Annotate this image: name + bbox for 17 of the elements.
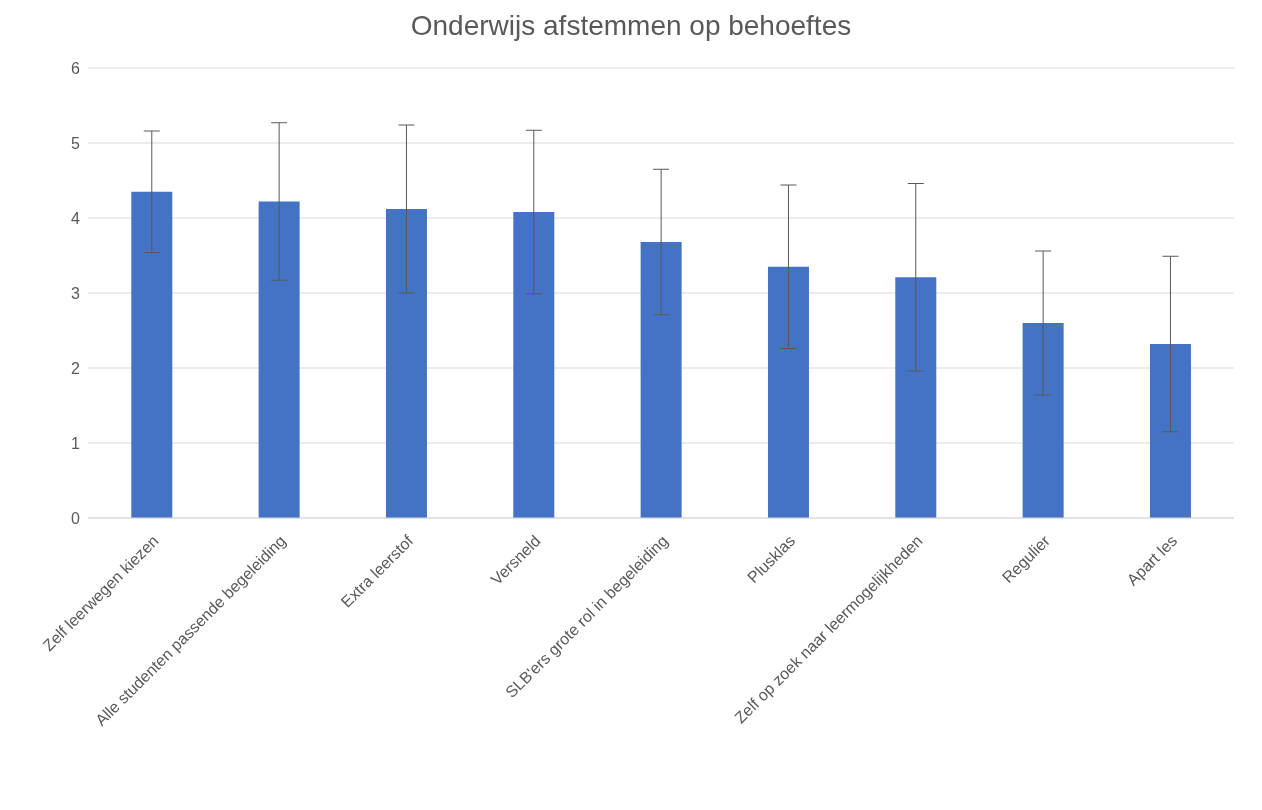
y-tick-label: 6 (71, 59, 81, 77)
chart-title: Onderwijs afstemmen op behoeftes (409, 10, 853, 42)
bar (258, 201, 300, 518)
y-tick-label: 1 (71, 434, 81, 452)
bar (767, 266, 809, 518)
bar (385, 209, 427, 518)
y-tick-label: 5 (71, 134, 81, 152)
y-tick-label: 3 (71, 284, 81, 302)
bar (513, 212, 555, 518)
bar (895, 277, 937, 518)
y-tick-label: 4 (71, 209, 81, 227)
y-tick-label: 2 (71, 359, 81, 377)
bar (640, 242, 682, 518)
bar (1022, 323, 1064, 518)
bar (131, 191, 173, 518)
bar (1149, 344, 1191, 518)
y-tick-label: 0 (71, 509, 81, 527)
